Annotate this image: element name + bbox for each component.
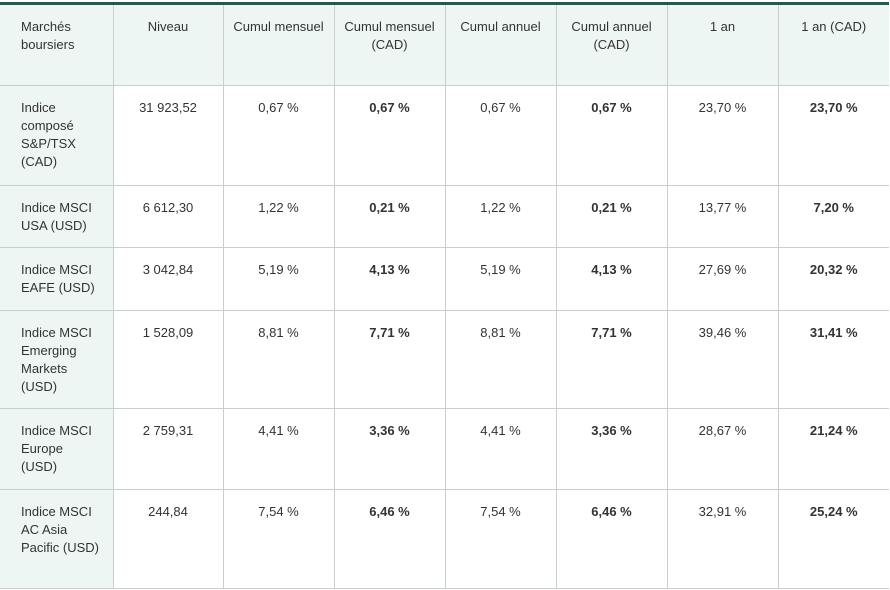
column-header: 1 an bbox=[666, 3, 779, 86]
cell: 5,19 % bbox=[222, 247, 335, 311]
cell: 1,22 % bbox=[444, 185, 557, 248]
row-label: Indice MSCI Emerging Markets (USD) bbox=[0, 310, 114, 409]
cell: 8,81 % bbox=[222, 310, 335, 409]
cell: 8,81 % bbox=[444, 310, 557, 409]
cell: 7,54 % bbox=[444, 489, 557, 589]
cell: 4,41 % bbox=[222, 408, 335, 490]
column-header: Cumul annuel (CAD) bbox=[555, 3, 668, 86]
cell: 20,32 % bbox=[777, 247, 889, 311]
column-header: 1 an (CAD) bbox=[777, 3, 889, 86]
cell: 7,20 % bbox=[777, 185, 889, 248]
table-head: Marchés boursiers Niveau Cumul mensuel Cumu… bbox=[0, 3, 889, 86]
table-body: Indice composé S&P/TSX (CAD) 31 923,52 0,6… bbox=[0, 85, 889, 589]
cell: 0,67 % bbox=[222, 85, 335, 186]
table-row: Indice MSCI USA (USD) 6 612,30 1,22 % 0,21 … bbox=[0, 185, 889, 248]
cell: 23,70 % bbox=[777, 85, 889, 186]
table-row: Indice MSCI AC Asia Pacific (USD) 244,84 7… bbox=[0, 489, 889, 589]
cell: 4,41 % bbox=[444, 408, 557, 490]
cell: 7,71 % bbox=[333, 310, 446, 409]
cell: 244,84 bbox=[112, 489, 224, 589]
column-header: Cumul mensuel (CAD) bbox=[333, 3, 446, 86]
cell: 0,67 % bbox=[555, 85, 668, 186]
table-row: Indice MSCI Emerging Markets (USD) 1 528,… bbox=[0, 310, 889, 409]
column-header: Cumul mensuel bbox=[222, 3, 335, 86]
row-label: Indice MSCI USA (USD) bbox=[0, 185, 114, 248]
cell: 32,91 % bbox=[666, 489, 779, 589]
column-header: Niveau bbox=[112, 3, 224, 86]
cell: 25,24 % bbox=[777, 489, 889, 589]
cell: 5,19 % bbox=[444, 247, 557, 311]
cell: 39,46 % bbox=[666, 310, 779, 409]
cell: 6,46 % bbox=[555, 489, 668, 589]
cell: 21,24 % bbox=[777, 408, 889, 490]
header-row: Marchés boursiers Niveau Cumul mensuel Cumu… bbox=[0, 3, 889, 86]
cell: 23,70 % bbox=[666, 85, 779, 186]
cell: 6 612,30 bbox=[112, 185, 224, 248]
row-label: Indice MSCI AC Asia Pacific (USD) bbox=[0, 489, 114, 589]
cell: 27,69 % bbox=[666, 247, 779, 311]
cell: 28,67 % bbox=[666, 408, 779, 490]
cell: 3,36 % bbox=[555, 408, 668, 490]
cell: 2 759,31 bbox=[112, 408, 224, 490]
cell: 3 042,84 bbox=[112, 247, 224, 311]
cell: 4,13 % bbox=[333, 247, 446, 311]
table-row: Indice MSCI EAFE (USD) 3 042,84 5,19 % 4,13… bbox=[0, 247, 889, 311]
column-header: Marchés boursiers bbox=[0, 3, 114, 86]
cell: 31,41 % bbox=[777, 310, 889, 409]
cell: 13,77 % bbox=[666, 185, 779, 248]
cell: 0,67 % bbox=[333, 85, 446, 186]
row-label: Indice MSCI Europe (USD) bbox=[0, 408, 114, 490]
cell: 31 923,52 bbox=[112, 85, 224, 186]
cell: 7,71 % bbox=[555, 310, 668, 409]
cell: 7,54 % bbox=[222, 489, 335, 589]
row-label: Indice composé S&P/TSX (CAD) bbox=[0, 85, 114, 186]
cell: 6,46 % bbox=[333, 489, 446, 589]
cell: 1 528,09 bbox=[112, 310, 224, 409]
table-row: Indice composé S&P/TSX (CAD) 31 923,52 0,6… bbox=[0, 85, 889, 186]
cell: 0,21 % bbox=[555, 185, 668, 248]
cell: 1,22 % bbox=[222, 185, 335, 248]
cell: 3,36 % bbox=[333, 408, 446, 490]
cell: 4,13 % bbox=[555, 247, 668, 311]
cell: 0,21 % bbox=[333, 185, 446, 248]
table-row: Indice MSCI Europe (USD) 2 759,31 4,41 % 3,… bbox=[0, 408, 889, 490]
cell: 0,67 % bbox=[444, 85, 557, 186]
row-label: Indice MSCI EAFE (USD) bbox=[0, 247, 114, 311]
column-header: Cumul annuel bbox=[444, 3, 557, 86]
